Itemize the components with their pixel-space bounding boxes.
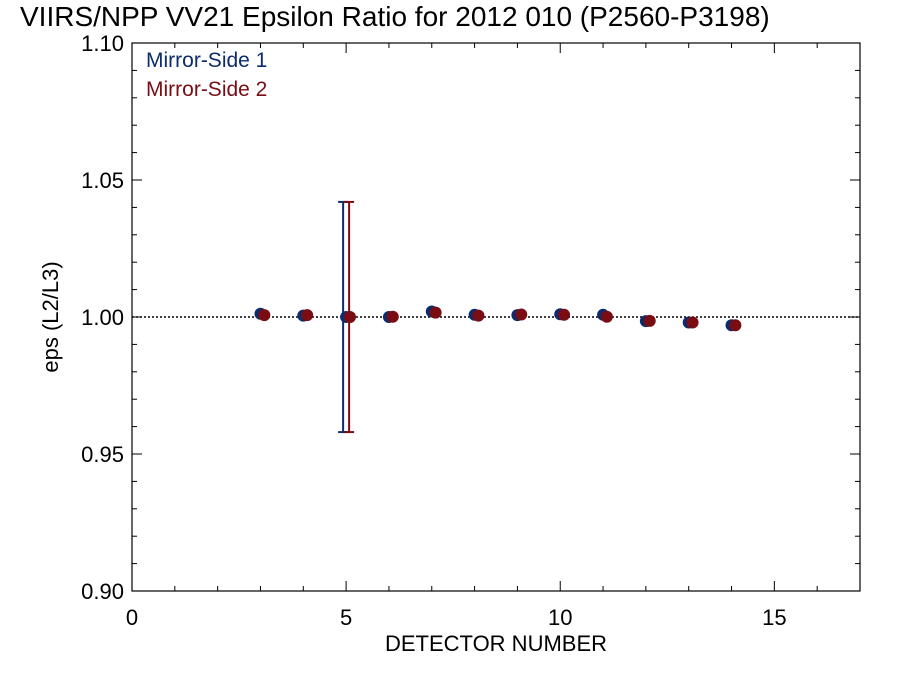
x-tick-label: 15 xyxy=(762,605,786,630)
data-points xyxy=(254,305,742,332)
x-axis-label: DETECTOR NUMBER xyxy=(385,631,607,656)
y-tick-labels: 0.90 0.95 1.00 1.05 1.10 xyxy=(81,31,124,604)
axis-ticks xyxy=(131,42,861,592)
x-tick-label: 0 xyxy=(126,605,138,630)
data-point xyxy=(343,311,356,323)
data-point xyxy=(643,314,656,327)
legend-mirror-side-2: Mirror-Side 2 xyxy=(146,78,267,101)
data-point xyxy=(429,306,442,319)
data-point xyxy=(386,310,399,323)
data-point xyxy=(472,309,485,322)
data-point xyxy=(686,316,699,329)
x-tick-label: 10 xyxy=(548,605,572,630)
y-tick-label: 1.05 xyxy=(81,168,124,193)
x-tick-label: 5 xyxy=(340,605,352,630)
y-tick-label: 1.10 xyxy=(81,31,124,56)
chart-title: VIIRS/NPP VV21 Epsilon Ratio for 2012 01… xyxy=(20,1,770,32)
data-point xyxy=(600,310,613,323)
y-tick-label: 0.95 xyxy=(81,442,124,467)
y-axis-label: eps (L2/L3) xyxy=(38,261,63,372)
data-point xyxy=(558,308,571,321)
y-tick-label: 1.00 xyxy=(81,305,124,330)
data-point xyxy=(729,319,742,332)
data-point xyxy=(258,309,271,322)
legend-mirror-side-1: Mirror-Side 1 xyxy=(146,49,267,72)
data-point xyxy=(515,308,528,321)
y-tick-label: 0.90 xyxy=(81,579,124,604)
data-point xyxy=(301,309,314,322)
x-tick-labels: 0 5 10 15 xyxy=(126,605,787,630)
